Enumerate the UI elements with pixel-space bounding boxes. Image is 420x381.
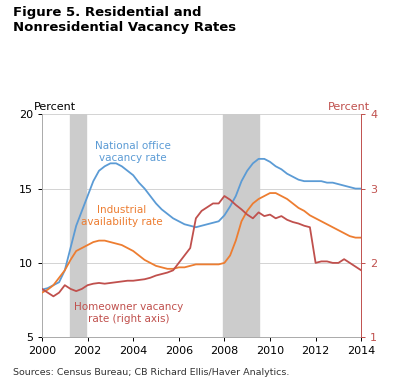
- Bar: [223, 114, 259, 337]
- Text: Industrial
availability rate: Industrial availability rate: [81, 205, 163, 227]
- Text: National office
vacancy rate: National office vacancy rate: [95, 141, 171, 163]
- Bar: [71, 114, 86, 337]
- Text: Sources: Census Bureau; CB Richard Ellis/Haver Analytics.: Sources: Census Bureau; CB Richard Ellis…: [13, 368, 289, 377]
- Text: Percent: Percent: [328, 102, 370, 112]
- Text: Percent: Percent: [34, 102, 76, 112]
- Text: Nonresidential Vacancy Rates: Nonresidential Vacancy Rates: [13, 21, 236, 34]
- Text: Homeowner vacancy
rate (right axis): Homeowner vacancy rate (right axis): [74, 301, 183, 324]
- Text: Figure 5. Residential and: Figure 5. Residential and: [13, 6, 201, 19]
